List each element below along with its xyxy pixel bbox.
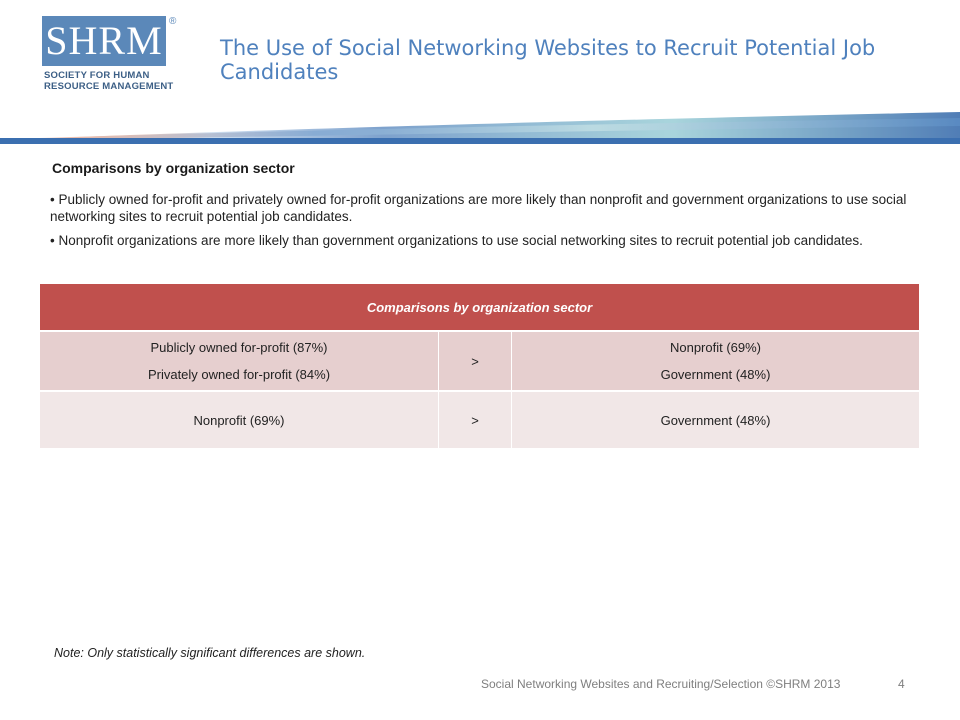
table-cell-left: Publicly owned for-profit (87%) Privatel… bbox=[40, 331, 439, 392]
table-header-row: Comparisons by organization sector bbox=[40, 284, 919, 332]
table-row: Nonprofit (69%) > Government (48%) bbox=[40, 391, 919, 448]
logo-subtitle-line2: RESOURCE MANAGEMENT bbox=[44, 81, 174, 92]
cell-text: Privately owned for-profit (84%) bbox=[147, 367, 331, 382]
decorative-swoosh-banner bbox=[0, 112, 960, 144]
footnote: Note: Only statistically significant dif… bbox=[54, 646, 366, 660]
table-header: Comparisons by organization sector bbox=[40, 284, 919, 332]
table-row: Publicly owned for-profit (87%) Privatel… bbox=[40, 331, 919, 392]
cell-text: Nonprofit (69%) bbox=[669, 340, 762, 355]
table-cell-right: Nonprofit (69%) Government (48%) bbox=[511, 331, 919, 392]
footer-text: Social Networking Websites and Recruitin… bbox=[481, 677, 841, 691]
logo-subtitle-line1: SOCIETY FOR HUMAN bbox=[44, 70, 150, 81]
table-cell-right: Government (48%) bbox=[511, 391, 919, 448]
bullet-item: • Publicly owned for-profit and privatel… bbox=[50, 192, 907, 224]
table-cell-left: Nonprofit (69%) bbox=[40, 391, 439, 448]
table-cell-operator: > bbox=[438, 391, 512, 448]
cell-text: Government (48%) bbox=[660, 367, 771, 382]
cell-text: Publicly owned for-profit (87%) bbox=[150, 340, 328, 355]
section-heading: Comparisons by organization sector bbox=[52, 160, 295, 176]
comparison-table: Comparisons by organization sector Publi… bbox=[40, 284, 919, 448]
slide-title: The Use of Social Networking Websites to… bbox=[220, 36, 876, 84]
bullet-list: • Publicly owned for-profit and privatel… bbox=[50, 191, 920, 256]
registered-mark: ® bbox=[169, 16, 177, 27]
logo-mark: SHRM bbox=[42, 16, 166, 66]
table-cell-operator: > bbox=[438, 331, 512, 392]
logo-subtitle: SOCIETY FOR HUMAN RESOURCE MANAGEMENT bbox=[44, 70, 184, 92]
bullet-item: • Nonprofit organizations are more likel… bbox=[50, 233, 863, 248]
shrm-logo: SHRM ® SOCIETY FOR HUMAN RESOURCE MANAGE… bbox=[42, 16, 182, 96]
page-number: 4 bbox=[898, 677, 905, 691]
